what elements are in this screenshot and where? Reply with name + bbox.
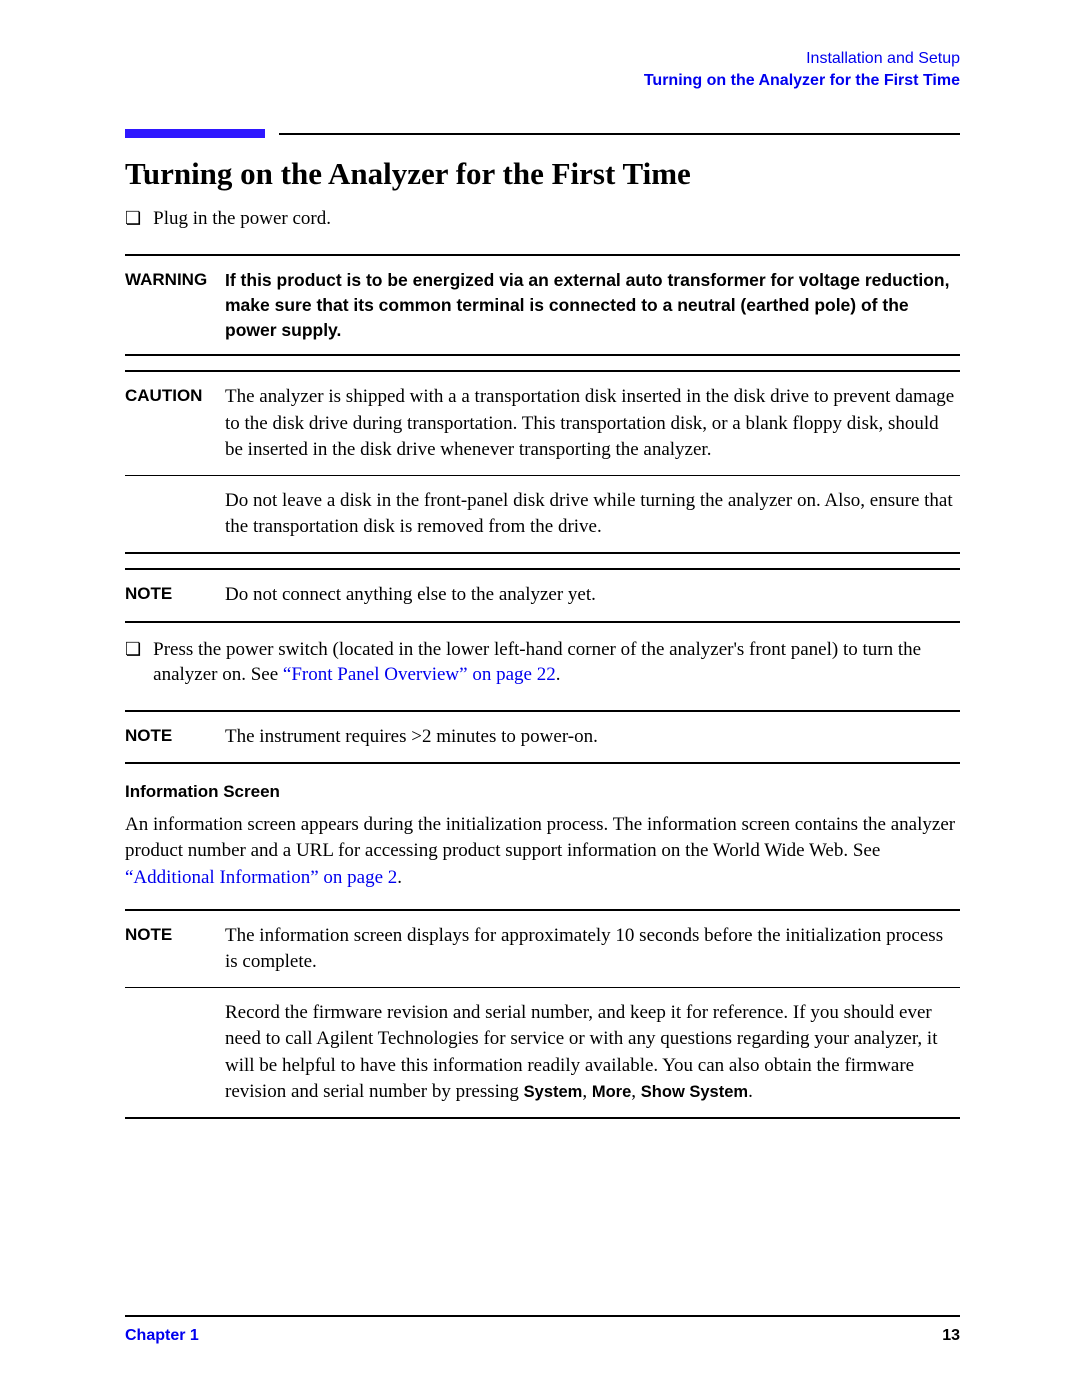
note-para: Record the firmware revision and serial … bbox=[225, 1000, 960, 1105]
header-section: Installation and Setup bbox=[125, 48, 960, 70]
note-body: Do not connect anything else to the anal… bbox=[225, 582, 960, 608]
note-label: NOTE bbox=[125, 923, 225, 975]
page-title: Turning on the Analyzer for the First Ti… bbox=[125, 156, 960, 192]
caution-callout: CAUTION The analyzer is shipped with a a… bbox=[125, 370, 960, 554]
checklist-item: ❏ Press the power switch (located in the… bbox=[125, 637, 960, 688]
note-label-empty bbox=[125, 1000, 225, 1105]
footer-page-number: 13 bbox=[942, 1327, 960, 1345]
warning-callout: WARNING If this product is to be energiz… bbox=[125, 254, 960, 357]
separator: , bbox=[631, 1081, 641, 1102]
ui-button-label: System bbox=[524, 1083, 583, 1101]
note-callout: NOTE The instrument requires >2 minutes … bbox=[125, 710, 960, 764]
caution-para: Do not leave a disk in the front-panel d… bbox=[225, 488, 960, 540]
checklist-text: Press the power switch (located in the l… bbox=[153, 637, 960, 688]
callout-divider bbox=[125, 987, 960, 988]
warning-label: WARNING bbox=[125, 268, 225, 343]
checkbox-icon: ❏ bbox=[125, 638, 141, 689]
note-body: Record the firmware revision and serial … bbox=[225, 1000, 960, 1105]
para-text: An information screen appears during the… bbox=[125, 814, 955, 861]
heading-rule-line bbox=[279, 133, 960, 135]
footer-chapter: Chapter 1 bbox=[125, 1327, 199, 1345]
callout-divider bbox=[125, 475, 960, 476]
note-para: The information screen displays for appr… bbox=[225, 923, 960, 975]
note-body: The instrument requires >2 minutes to po… bbox=[225, 724, 960, 750]
caution-body: The analyzer is shipped with a a transpo… bbox=[225, 384, 960, 463]
note-label: NOTE bbox=[125, 724, 225, 750]
caution-para: The analyzer is shipped with a a transpo… bbox=[225, 384, 960, 463]
note-text: . bbox=[748, 1081, 753, 1102]
page-footer: Chapter 1 13 bbox=[125, 1315, 960, 1345]
cross-reference-link[interactable]: “Front Panel Overview” on page 22 bbox=[283, 664, 556, 685]
caution-label-empty bbox=[125, 488, 225, 540]
separator: , bbox=[582, 1081, 592, 1102]
body-paragraph: An information screen appears during the… bbox=[125, 812, 960, 891]
note-callout: NOTE Do not connect anything else to the… bbox=[125, 568, 960, 622]
heading-rule-accent bbox=[125, 129, 265, 138]
heading-rule bbox=[125, 129, 960, 138]
ui-button-label: Show System bbox=[641, 1083, 748, 1101]
note-text: Do not connect anything else to the anal… bbox=[225, 582, 960, 608]
running-header: Installation and Setup Turning on the An… bbox=[125, 48, 960, 91]
warning-text: If this product is to be energized via a… bbox=[225, 268, 960, 343]
sub-heading: Information Screen bbox=[125, 782, 960, 802]
note-text: The instrument requires >2 minutes to po… bbox=[225, 724, 960, 750]
checkbox-icon: ❏ bbox=[125, 207, 141, 233]
note-label: NOTE bbox=[125, 582, 225, 608]
caution-body: Do not leave a disk in the front-panel d… bbox=[225, 488, 960, 540]
caution-label: CAUTION bbox=[125, 384, 225, 463]
note-callout: NOTE The information screen displays for… bbox=[125, 909, 960, 1119]
header-subsection: Turning on the Analyzer for the First Ti… bbox=[125, 70, 960, 92]
step-text: . bbox=[556, 664, 561, 685]
checklist-text: Plug in the power cord. bbox=[153, 206, 960, 232]
cross-reference-link[interactable]: “Additional Information” on page 2 bbox=[125, 867, 397, 888]
footer-rule bbox=[125, 1315, 960, 1317]
checklist-item: ❏ Plug in the power cord. bbox=[125, 206, 960, 232]
note-body: The information screen displays for appr… bbox=[225, 923, 960, 975]
para-text: . bbox=[397, 867, 402, 888]
ui-button-label: More bbox=[592, 1083, 631, 1101]
